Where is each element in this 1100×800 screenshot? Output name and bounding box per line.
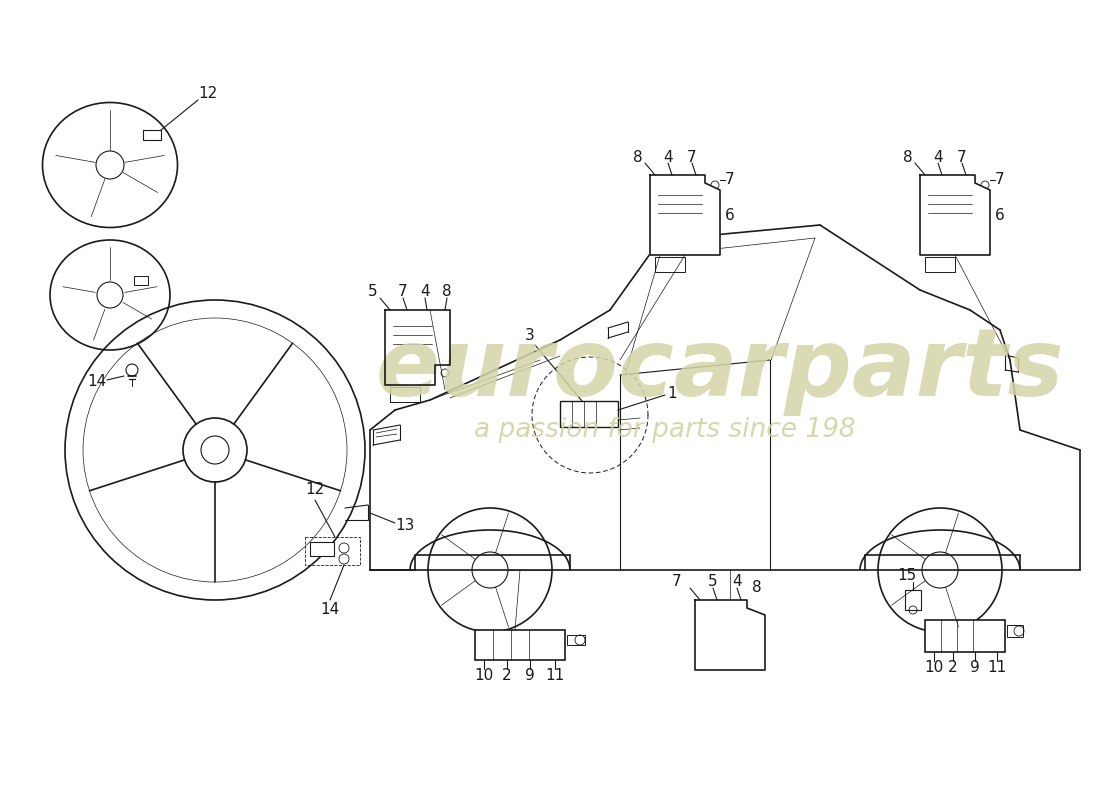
Bar bbox=[143, 130, 161, 140]
Bar bbox=[310, 542, 334, 556]
Bar bbox=[475, 630, 565, 660]
Text: 4: 4 bbox=[933, 150, 943, 165]
Polygon shape bbox=[385, 310, 450, 385]
Text: 9: 9 bbox=[525, 667, 535, 682]
Text: 4: 4 bbox=[733, 574, 741, 590]
Text: a passion for parts since 198: a passion for parts since 198 bbox=[474, 417, 856, 443]
Text: 3: 3 bbox=[525, 327, 535, 342]
Text: 8: 8 bbox=[903, 150, 913, 165]
Text: 12: 12 bbox=[198, 86, 218, 101]
Text: 4: 4 bbox=[420, 285, 430, 299]
Bar bbox=[134, 276, 148, 285]
Text: 8: 8 bbox=[442, 285, 452, 299]
Text: 11: 11 bbox=[988, 659, 1007, 674]
Polygon shape bbox=[650, 175, 721, 255]
Text: eurocarparts: eurocarparts bbox=[376, 324, 1065, 416]
Text: 5: 5 bbox=[368, 285, 377, 299]
Text: 4: 4 bbox=[663, 150, 673, 165]
Bar bbox=[654, 257, 685, 272]
Text: 7: 7 bbox=[957, 150, 967, 165]
Text: 7: 7 bbox=[672, 574, 682, 590]
Text: 10: 10 bbox=[924, 659, 944, 674]
Text: 1: 1 bbox=[668, 386, 676, 401]
Bar bbox=[925, 620, 1005, 652]
Text: 7: 7 bbox=[398, 285, 408, 299]
Text: 8: 8 bbox=[634, 150, 642, 165]
Text: 9: 9 bbox=[970, 659, 980, 674]
Text: 15: 15 bbox=[898, 567, 916, 582]
Polygon shape bbox=[695, 600, 764, 670]
Text: 2: 2 bbox=[948, 659, 958, 674]
Text: 8: 8 bbox=[752, 581, 762, 595]
Text: 6: 6 bbox=[725, 207, 735, 222]
Bar bbox=[925, 257, 955, 272]
Text: 7: 7 bbox=[996, 173, 1004, 187]
Text: 7: 7 bbox=[688, 150, 696, 165]
Bar bbox=[700, 615, 743, 660]
Bar bbox=[905, 590, 921, 610]
Bar bbox=[925, 190, 975, 245]
Bar bbox=[305, 537, 360, 565]
Bar bbox=[566, 635, 585, 645]
Bar bbox=[560, 401, 618, 427]
Bar bbox=[1006, 625, 1023, 637]
Text: 6: 6 bbox=[996, 207, 1005, 222]
Bar bbox=[654, 190, 705, 245]
Text: 5: 5 bbox=[708, 574, 718, 590]
Text: 2: 2 bbox=[503, 667, 512, 682]
Polygon shape bbox=[920, 175, 990, 255]
Text: 12: 12 bbox=[306, 482, 324, 498]
Bar bbox=[390, 320, 435, 373]
Text: 14: 14 bbox=[87, 374, 107, 390]
Text: 13: 13 bbox=[395, 518, 415, 534]
Text: 11: 11 bbox=[546, 667, 564, 682]
Text: 7: 7 bbox=[725, 173, 735, 187]
Bar bbox=[390, 387, 420, 402]
Text: 10: 10 bbox=[474, 667, 494, 682]
Text: 14: 14 bbox=[320, 602, 340, 618]
